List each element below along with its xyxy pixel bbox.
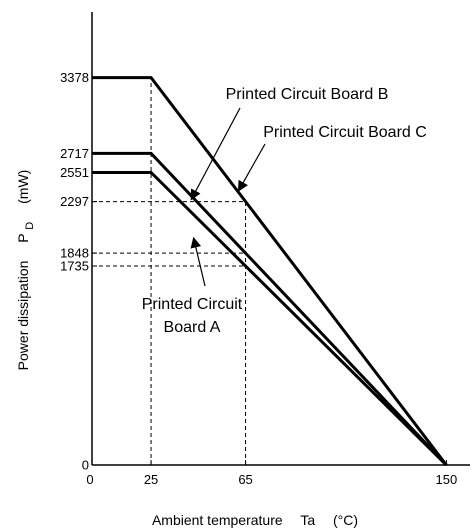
- x-axis-unit: (°C): [333, 512, 358, 528]
- y-axis-label-text: Power dissipation: [15, 261, 31, 371]
- y-axis-label: Power dissipation P D (mW): [15, 170, 36, 371]
- x-tick-label-3: 150: [436, 472, 458, 487]
- y-tick-label-6: 3378: [60, 70, 89, 85]
- x-tick-label-2: 65: [238, 472, 252, 487]
- y-axis-symbol: P: [15, 234, 31, 243]
- y-axis-unit: (mW): [15, 170, 31, 204]
- annotation-label-1: Printed Circuit Board C: [263, 124, 427, 141]
- annotation-arrow-2: [190, 236, 206, 287]
- y-tick-label-2: 1848: [60, 246, 89, 261]
- annotation-label-line: Printed Circuit Board C: [263, 124, 427, 141]
- series-line-2: [92, 76, 448, 466]
- x-tick-label-1: 25: [144, 472, 158, 487]
- y-axis-symbol-sub: D: [24, 222, 36, 230]
- annotation-label-line: Printed Circuit Board B: [226, 86, 389, 103]
- axes: [91, 12, 470, 466]
- annotation-arrow-0: [190, 107, 241, 201]
- y-tick-label-3: 2297: [60, 194, 89, 209]
- annotation-label-line: Board A: [164, 319, 221, 336]
- annotation-label-0: Printed Circuit Board B: [226, 86, 389, 103]
- x-axis-label: Ambient temperature Ta (°C): [152, 512, 358, 528]
- annotation-arrow-1: [237, 143, 266, 192]
- annotation-label-2: Printed Circuit Board A: [142, 296, 243, 336]
- x-axis-symbol: Ta: [300, 512, 315, 528]
- y-tick-label-5: 2717: [60, 146, 89, 161]
- axis-titles: Ambient temperature Ta (°C) Power dissip…: [15, 170, 358, 528]
- x-tick-label-0: 0: [86, 472, 93, 487]
- annotations: Printed Circuit Board B Printed Circuit B…: [142, 86, 427, 336]
- reference-lines: [92, 77, 247, 465]
- annotation-label-line: Printed Circuit: [142, 296, 243, 313]
- series-line-0: [92, 170, 448, 467]
- x-axis-label-text: Ambient temperature: [152, 512, 283, 528]
- y-tick-label-4: 2551: [60, 165, 89, 180]
- y-tick-label-1: 1735: [60, 259, 89, 274]
- series-lines: [92, 76, 448, 467]
- y-tick-label-0: 0: [82, 458, 89, 473]
- series-line-1: [92, 151, 448, 467]
